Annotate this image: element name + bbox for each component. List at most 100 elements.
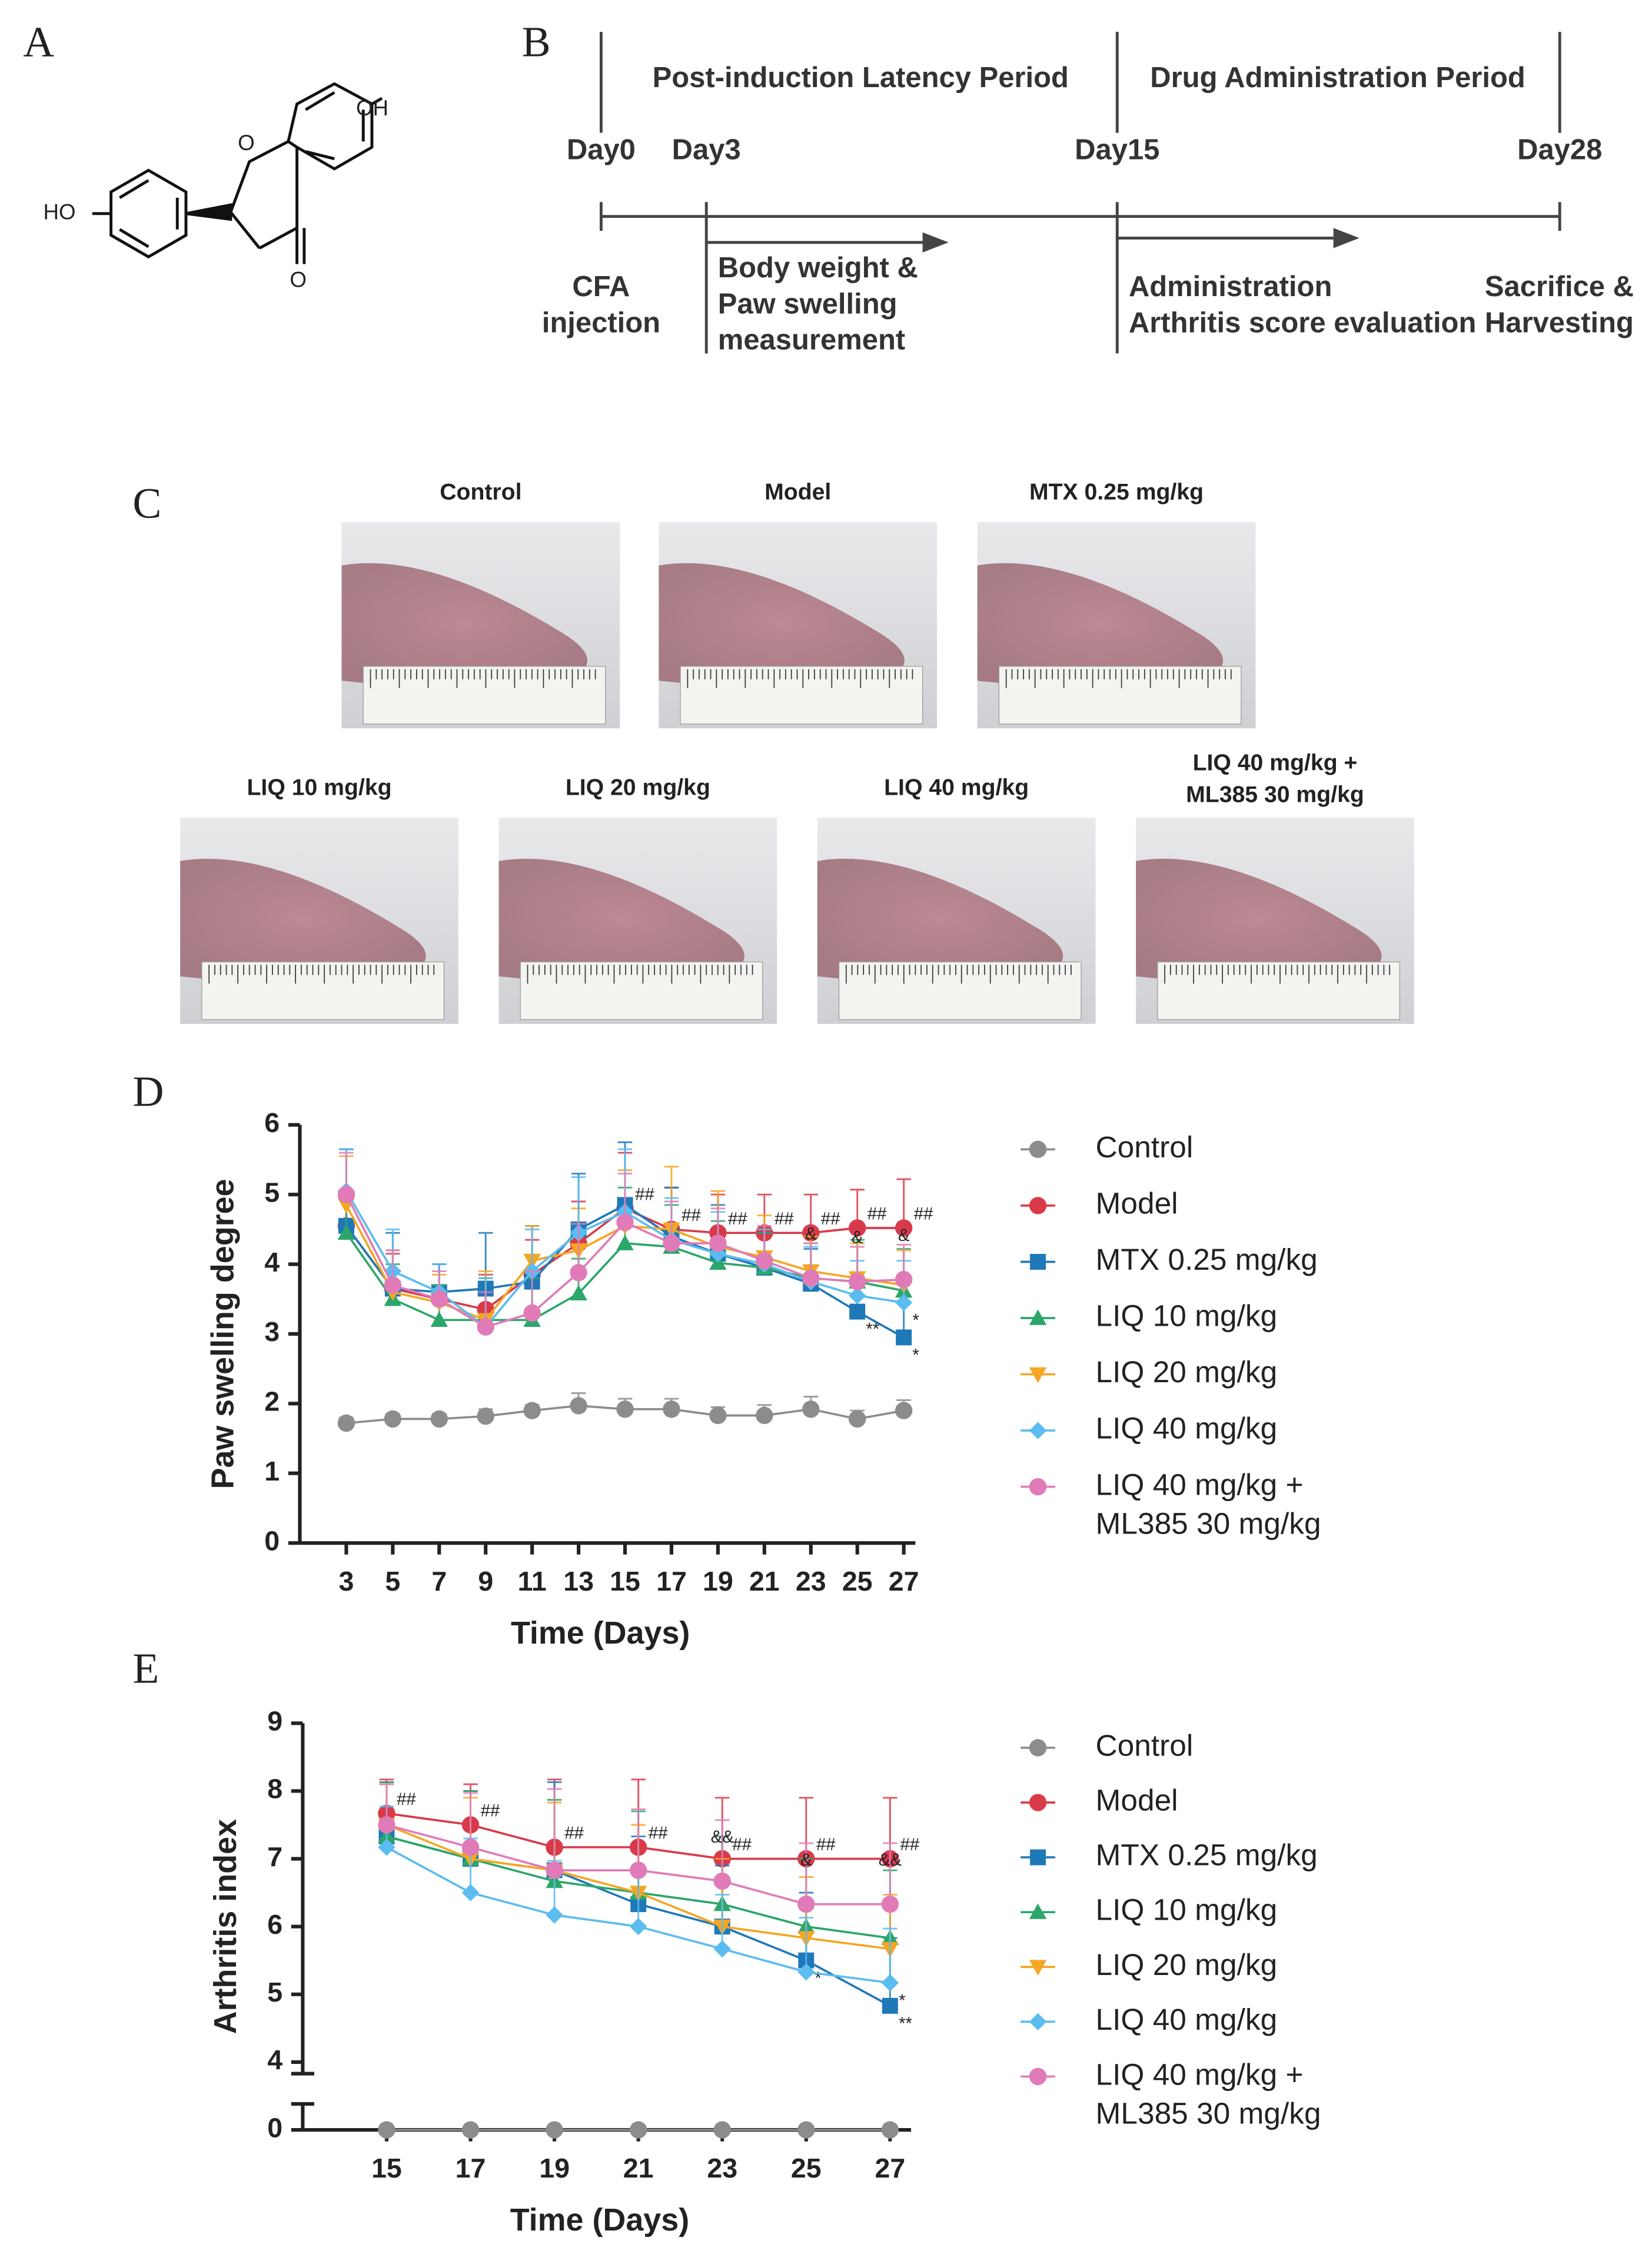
y-tick-label: 4 [267,2044,282,2075]
x-tick-label: 13 [563,1566,594,1596]
error-bar [714,1819,730,1881]
y-tick-label: 8 [267,1774,282,1804]
ruler [201,961,445,1020]
significance-star: ** [866,1320,879,1339]
marker [629,1917,647,1936]
marker [477,1318,494,1336]
ruler [838,961,1082,1020]
significance-label: ## [867,1204,887,1224]
y-tick-label: 2 [264,1386,280,1417]
x-tick-label: 23 [796,1566,826,1596]
x-tick-label: 27 [875,2153,905,2183]
marker [713,1940,731,1958]
x-tick-label: 15 [371,2153,402,2183]
marker [1029,1309,1047,1325]
paw-photo [659,522,938,729]
panel-letter: A [23,18,54,66]
photo-label: LIQ 20 mg/kg [566,775,710,800]
period-label: Post-induction Latency Period [653,62,1069,94]
y-tick-label: 7 [267,1841,282,1872]
paw [341,563,587,684]
marker [848,1410,866,1428]
x-tick-label: 25 [842,1566,873,1596]
legend-label: LIQ 40 mg/kg + ML385 30 mg/kg [1096,2057,1321,2130]
significance-label: & [898,1226,910,1245]
error-bar [463,1792,478,1847]
day-label: Day28 [1517,134,1602,165]
significance-label: ## [900,1835,920,1854]
ruler [998,666,1242,725]
error-bar [799,1842,814,1904]
marker [802,1269,820,1287]
marker [881,1974,899,1991]
marker [882,1997,898,2014]
x-tick-label: 25 [791,2153,822,2183]
significance-label: ## [816,1835,836,1854]
marker [616,1234,634,1250]
marker [384,1410,402,1428]
legend-label: LIQ 20 mg/kg [1096,1355,1278,1389]
event-label: Paw swelling [718,288,898,320]
legend-label: LIQ 10 mg/kg [1096,1893,1278,1927]
marker [1029,1960,1047,1976]
day-label: Day15 [1075,134,1159,165]
marker [1029,1739,1047,1757]
marker [430,1410,448,1428]
marker [1029,2013,1047,2031]
significance-label: && [711,1827,734,1847]
marker [430,1290,448,1308]
marker [523,1304,541,1322]
legend-label: LIQ 20 mg/kg [1096,1947,1278,1981]
marker [1029,1197,1047,1214]
marker [1030,1254,1046,1270]
panel-letter: B [522,18,551,66]
legend-label: LIQ 40 mg/kg [1096,2002,1278,2036]
significance-label: ## [635,1185,654,1204]
y-axis-title: Arthritis index [208,1819,243,2034]
marker [663,1234,680,1252]
marker [430,1311,448,1327]
day-label: Day0 [567,134,636,165]
period-label: Drug Administration Period [1150,62,1525,94]
marker [337,1186,355,1203]
atom-label: O [238,131,255,155]
paw-photo [977,522,1256,729]
photo-label: MTX 0.25 mg/kg [1029,479,1204,504]
marker [546,2121,563,2139]
x-tick-label: 21 [623,2153,654,2183]
day-label: Day3 [672,134,741,165]
x-tick-label: 9 [478,1566,493,1596]
x-tick-label: 3 [338,1566,354,1596]
significance-label: ## [682,1206,701,1225]
paw [498,858,744,980]
marker [895,1219,913,1237]
paw [817,858,1063,980]
x-tick-label: 19 [703,1566,733,1596]
y-tick-label: 6 [264,1107,280,1138]
marker [1029,1794,1047,1811]
paw [1136,858,1382,980]
legend-label: LIQ 40 mg/kg + ML385 30 mg/kg [1096,1467,1321,1540]
y-tick-label: 6 [267,1909,282,1940]
atom-label: OH [356,96,388,120]
marker [849,1303,866,1320]
y-axis-title: Paw swelling degree [205,1179,240,1489]
marker [378,1816,395,1834]
marker [1029,1903,1047,1919]
ruler [1157,961,1400,1020]
significance-label: ## [397,1790,416,1809]
atom-label: O [290,268,307,292]
legend-label: Control [1096,1728,1194,1763]
marker [1029,1367,1047,1383]
marker [713,1872,731,1890]
significance-label: ## [728,1209,747,1229]
y-tick-label: 5 [264,1177,280,1207]
y-tick-label: 0 [264,1525,280,1556]
series: *** [338,1141,919,1365]
marker [1029,1140,1047,1159]
significance-label: & [805,1224,817,1244]
paw [659,563,905,684]
event-label: Administration [1129,271,1332,303]
significance-star: * [912,1310,919,1330]
